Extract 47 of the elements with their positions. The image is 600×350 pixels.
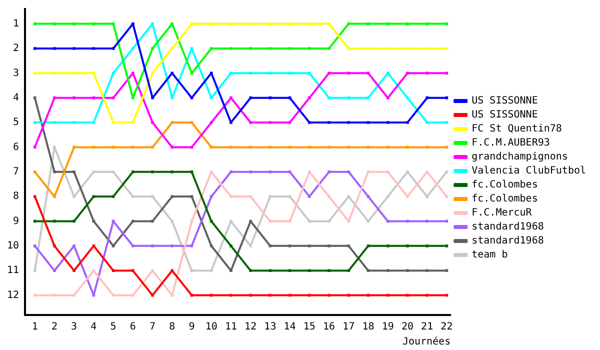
x-tick-label: 7 [150,322,156,333]
x-tick-label: 15 [303,322,316,333]
x-tick-label: 12 [244,322,257,333]
y-tick-label: 10 [6,240,20,252]
y-tick-label: 7 [13,166,20,178]
y-tick-label: 11 [6,265,20,276]
x-tick-label: 9 [188,322,195,333]
x-tick-label: 22 [440,322,453,333]
y-tick-label: 6 [13,142,20,153]
x-tick-label: 13 [264,322,276,333]
legend-label: FC St Quentin78 [472,124,562,135]
legend-label: F.C.MercuR [472,208,533,219]
x-tick-label: 21 [421,322,434,333]
x-tick-label: 8 [169,322,176,333]
x-tick-label: 11 [224,322,237,333]
x-tick-label: 14 [284,322,296,333]
legend-label: team b [472,250,508,261]
x-tick-label: 6 [130,322,136,333]
legend-label: standard1968 [472,222,544,233]
legend-label: US SISSONNE [472,96,538,107]
legend-label: fc.Colombes [472,194,538,205]
x-tick-label: 18 [362,322,374,333]
legend-label: grandchampignons [472,152,568,163]
x-tick-label: 3 [71,322,78,333]
x-tick-label: 17 [342,322,355,333]
y-tick-label: 2 [13,43,20,54]
y-tick-label: 5 [13,117,20,128]
x-tick-label: 4 [90,322,97,333]
y-tick-label: 4 [13,92,20,104]
legend-label: F.C.M.AUBER93 [472,138,550,149]
y-tick-label: 8 [13,191,20,202]
y-tick-label: 3 [13,68,20,79]
x-tick-label: 20 [401,322,414,333]
legend-label: Valencia ClubFutbol [472,166,586,177]
x-tick-label: 5 [110,322,116,333]
y-tick-label: 12 [6,290,20,301]
x-tick-label: 1 [32,322,38,333]
y-tick-label: 9 [13,216,20,227]
legend-label: standard1968 [472,236,544,247]
x-tick-label: 16 [322,322,336,333]
legend-label: fc.Colombes [472,180,538,191]
x-axis-title: Journées [402,336,451,348]
x-tick-label: 19 [382,322,394,333]
legend-label: US SISSONNE [472,110,538,121]
y-tick-label: 1 [13,18,20,30]
x-tick-label: 10 [205,322,218,333]
x-tick-label: 2 [51,322,58,333]
